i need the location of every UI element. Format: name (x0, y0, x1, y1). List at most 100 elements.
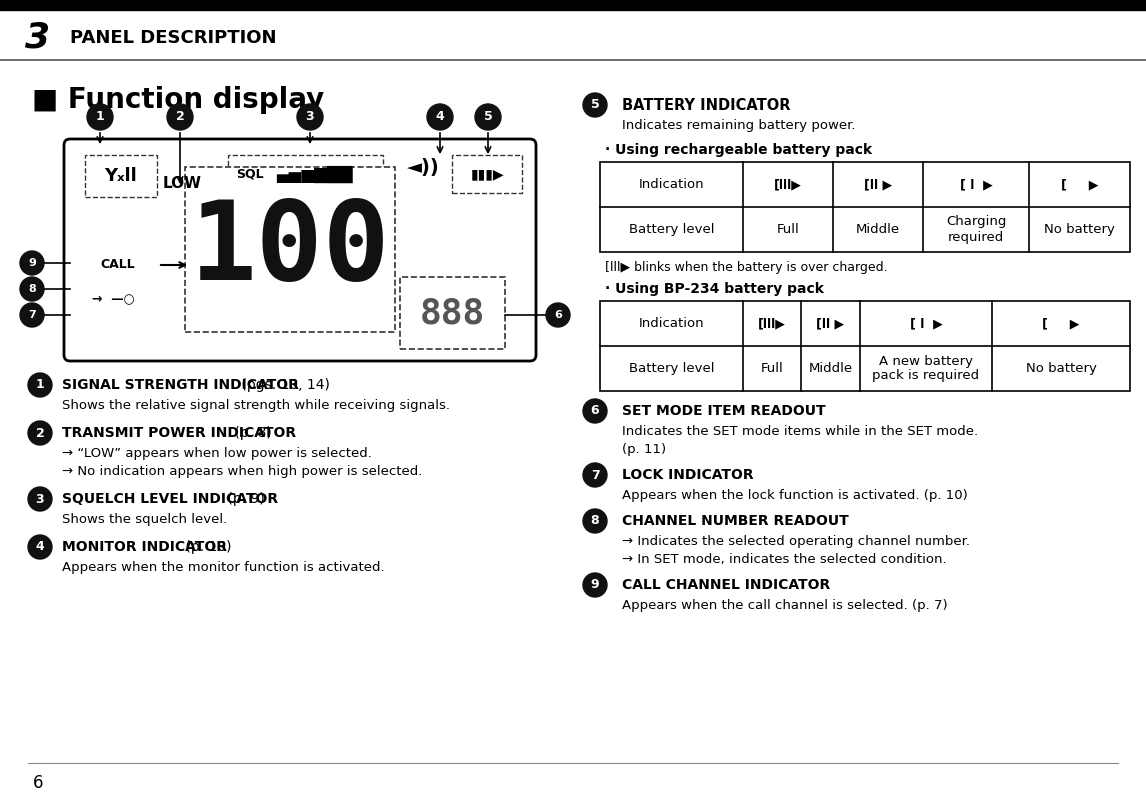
Text: → No indication appears when high power is selected.: → No indication appears when high power … (62, 464, 423, 477)
Text: Shows the squelch level.: Shows the squelch level. (62, 513, 227, 526)
Circle shape (19, 303, 44, 327)
Text: CALL CHANNEL INDICATOR: CALL CHANNEL INDICATOR (622, 578, 830, 592)
Text: SIGNAL STRENGTH INDICATOR: SIGNAL STRENGTH INDICATOR (62, 378, 299, 392)
Text: Middle: Middle (856, 223, 901, 236)
Text: Indicates remaining battery power.: Indicates remaining battery power. (622, 118, 856, 131)
Circle shape (28, 487, 52, 511)
Text: [ll ▶: [ll ▶ (864, 178, 893, 191)
Circle shape (583, 399, 607, 423)
Text: [ l  ▶: [ l ▶ (910, 317, 942, 330)
Text: 7: 7 (29, 310, 36, 320)
Text: (p. 11): (p. 11) (622, 443, 666, 456)
Text: 9: 9 (590, 579, 599, 592)
Text: 6: 6 (33, 774, 44, 792)
Text: [     ▶: [ ▶ (1043, 317, 1080, 330)
Text: [     ▶: [ ▶ (1061, 178, 1098, 191)
Text: Appears when the monitor function is activated.: Appears when the monitor function is act… (62, 560, 385, 573)
Text: 1: 1 (95, 110, 104, 123)
Text: (p. 10): (p. 10) (181, 540, 231, 554)
Circle shape (545, 303, 570, 327)
Text: · Using rechargeable battery pack: · Using rechargeable battery pack (605, 143, 872, 157)
Text: → “LOW” appears when low power is selected.: → “LOW” appears when low power is select… (62, 447, 371, 460)
Text: 3: 3 (306, 110, 314, 123)
Circle shape (583, 463, 607, 487)
FancyBboxPatch shape (64, 139, 536, 361)
Circle shape (19, 251, 44, 275)
Text: Middle: Middle (808, 362, 853, 375)
Text: A new battery
pack is required: A new battery pack is required (872, 354, 980, 382)
Text: · Using BP-234 battery pack: · Using BP-234 battery pack (605, 282, 824, 296)
Circle shape (28, 535, 52, 559)
Text: MONITOR INDICATOR: MONITOR INDICATOR (62, 540, 227, 554)
Circle shape (167, 104, 193, 130)
Text: Full: Full (761, 362, 784, 375)
Text: 100: 100 (190, 196, 391, 303)
Text: (pgs. 10, 14): (pgs. 10, 14) (237, 378, 330, 392)
Text: 1: 1 (36, 378, 45, 391)
Text: Battery level: Battery level (629, 223, 714, 236)
Text: [lll▶ blinks when the battery is over charged.: [lll▶ blinks when the battery is over ch… (605, 261, 888, 274)
Text: Yₓll: Yₓll (104, 167, 138, 185)
Circle shape (297, 104, 323, 130)
Text: BATTERY INDICATOR: BATTERY INDICATOR (622, 97, 791, 113)
Text: Charging
required: Charging required (947, 216, 1006, 243)
Text: 2: 2 (175, 110, 185, 123)
Text: 4: 4 (36, 540, 45, 554)
Text: (p. 8): (p. 8) (230, 426, 272, 440)
Text: No battery: No battery (1026, 362, 1097, 375)
Bar (228, 155, 383, 193)
Text: 3: 3 (36, 493, 45, 506)
Text: [lll▶: [lll▶ (775, 178, 802, 191)
Text: PANEL DESCRIPTION: PANEL DESCRIPTION (70, 29, 276, 47)
Text: →  —○: → —○ (93, 294, 135, 307)
Circle shape (583, 509, 607, 533)
Text: Shows the relative signal strength while receiving signals.: Shows the relative signal strength while… (62, 398, 450, 411)
Text: → In SET mode, indicates the selected condition.: → In SET mode, indicates the selected co… (622, 552, 947, 565)
Text: ◄)): ◄)) (407, 158, 439, 176)
Circle shape (19, 277, 44, 301)
Text: ▄▅▆▇██: ▄▅▆▇██ (276, 165, 353, 183)
Text: 8: 8 (29, 284, 36, 294)
Circle shape (28, 421, 52, 445)
Text: SET MODE ITEM READOUT: SET MODE ITEM READOUT (622, 404, 825, 418)
Circle shape (87, 104, 113, 130)
Text: 3: 3 (25, 21, 50, 55)
Bar (452, 155, 521, 193)
Text: → Indicates the selected operating channel number.: → Indicates the selected operating chann… (622, 535, 970, 547)
Text: ■ Function display: ■ Function display (32, 86, 324, 114)
Text: Appears when the lock function is activated. (p. 10): Appears when the lock function is activa… (622, 489, 967, 502)
Text: LOW: LOW (163, 175, 202, 191)
Text: 4: 4 (435, 110, 445, 123)
Text: Full: Full (777, 223, 800, 236)
Text: ▮▮▮▶: ▮▮▮▶ (470, 167, 504, 181)
Text: CALL: CALL (100, 258, 135, 271)
Bar (85, 155, 157, 197)
Text: [ll ▶: [ll ▶ (816, 317, 845, 330)
Bar (601, 301, 1130, 391)
Circle shape (427, 104, 453, 130)
Text: 5: 5 (590, 98, 599, 112)
Circle shape (28, 373, 52, 397)
Text: [ l  ▶: [ l ▶ (960, 178, 992, 191)
Bar (601, 162, 1130, 252)
Text: Indicates the SET mode items while in the SET mode.: Indicates the SET mode items while in th… (622, 424, 979, 437)
Text: SQL: SQL (236, 167, 264, 180)
Text: Indication: Indication (638, 317, 705, 330)
Text: CHANNEL NUMBER READOUT: CHANNEL NUMBER READOUT (622, 514, 849, 528)
Circle shape (583, 93, 607, 117)
Text: 888: 888 (419, 296, 485, 330)
Text: No battery: No battery (1044, 223, 1115, 236)
Text: 7: 7 (590, 469, 599, 481)
Text: Indication: Indication (638, 178, 705, 191)
Text: TRANSMIT POWER INDICATOR: TRANSMIT POWER INDICATOR (62, 426, 296, 440)
Circle shape (474, 104, 501, 130)
Text: 2: 2 (36, 427, 45, 440)
Text: 5: 5 (484, 110, 493, 123)
Text: 8: 8 (590, 514, 599, 527)
Text: Battery level: Battery level (629, 362, 714, 375)
Text: SQUELCH LEVEL INDICATOR: SQUELCH LEVEL INDICATOR (62, 492, 278, 506)
Text: LOCK INDICATOR: LOCK INDICATOR (622, 468, 754, 482)
Circle shape (583, 573, 607, 597)
Text: [lll▶: [lll▶ (759, 317, 786, 330)
Bar (185, 167, 395, 332)
